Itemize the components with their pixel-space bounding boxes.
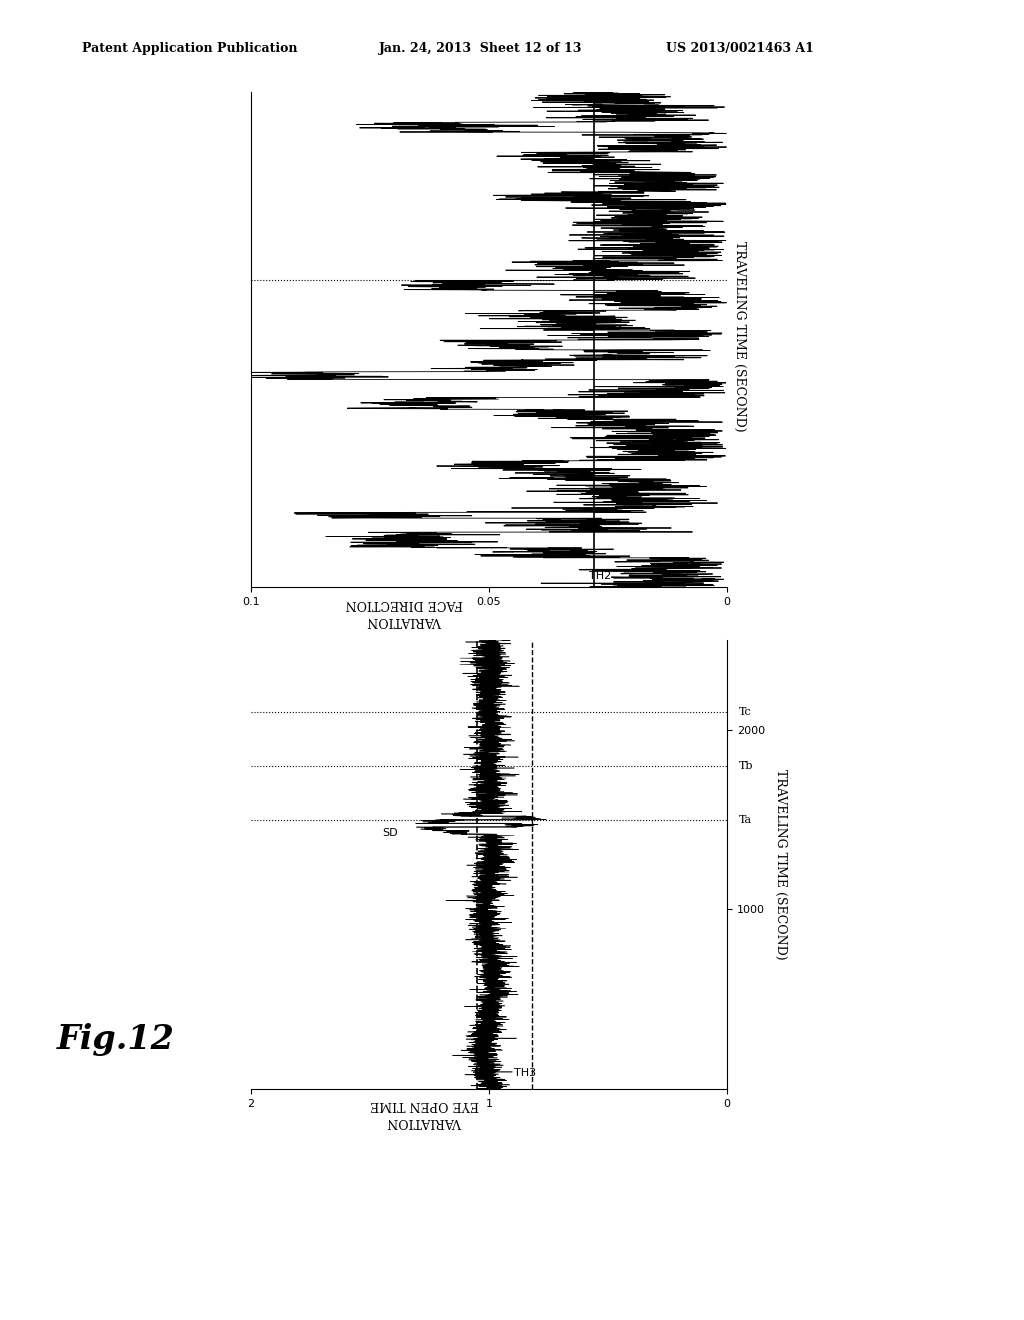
Text: TRAVELING TIME (SECOND): TRAVELING TIME (SECOND) <box>733 242 745 432</box>
Text: Patent Application Publication: Patent Application Publication <box>82 42 297 55</box>
Text: VARIATION: VARIATION <box>388 1115 462 1129</box>
Text: Jan. 24, 2013  Sheet 12 of 13: Jan. 24, 2013 Sheet 12 of 13 <box>379 42 583 55</box>
Text: TH2: TH2 <box>589 572 611 581</box>
Text: TH3: TH3 <box>514 1068 537 1078</box>
Text: TH1: TH1 <box>472 1068 495 1078</box>
Text: Tb: Tb <box>739 760 754 771</box>
Text: Tc: Tc <box>739 708 752 717</box>
Text: Fig.12: Fig.12 <box>56 1023 174 1056</box>
Text: EYE OPEN TIME: EYE OPEN TIME <box>371 1098 479 1111</box>
Text: VARIATION: VARIATION <box>368 614 441 627</box>
Text: Ta: Ta <box>739 814 753 825</box>
Text: FACE DIRECTION: FACE DIRECTION <box>346 597 463 610</box>
Text: SD: SD <box>382 828 397 838</box>
Text: US 2013/0021463 A1: US 2013/0021463 A1 <box>666 42 813 55</box>
Text: TRAVELING TIME (SECOND): TRAVELING TIME (SECOND) <box>774 770 786 960</box>
